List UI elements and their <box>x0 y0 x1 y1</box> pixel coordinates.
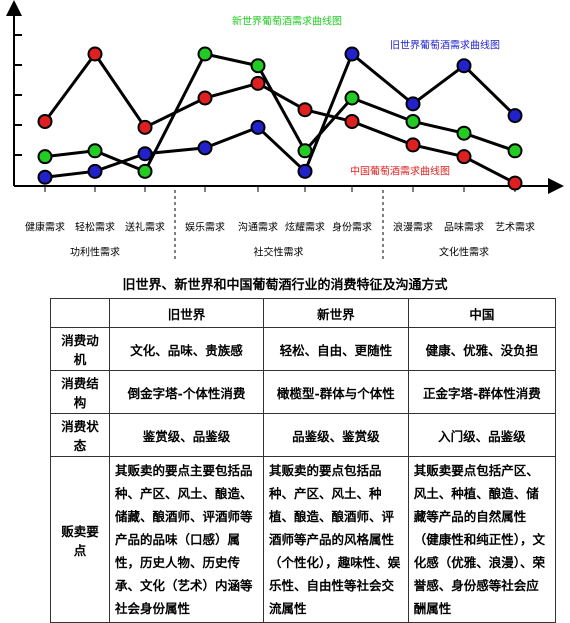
data-point <box>297 102 313 118</box>
data-point <box>507 108 523 124</box>
x-tick-label: 娱乐需求 <box>185 220 225 233</box>
data-point <box>37 113 53 129</box>
table-row: 消费结构 倒金字塔-个体性消费 橄榄型-群体与个体性 正金字塔-群体性消费 <box>50 370 557 414</box>
table-cell: 贩卖要点 <box>50 456 110 623</box>
series-label: 旧世界葡萄酒需求曲线图 <box>390 38 500 51</box>
data-point <box>37 169 53 185</box>
series-line <box>44 52 516 174</box>
data-point <box>87 143 103 159</box>
data-point <box>344 90 360 106</box>
data-point <box>297 163 313 179</box>
series-label: 新世界葡萄酒需求曲线图 <box>232 14 342 27</box>
table-cell: 其贩卖的要点包括品种、产区、风土、种植、酿造、酿酒师、评酒师等产品的风格属性（个… <box>263 456 409 623</box>
data-point <box>405 96 421 112</box>
data-point <box>37 149 53 165</box>
table-cell: 橄榄型-群体与个体性 <box>263 370 409 414</box>
table-title: 旧世界、新世界和中国葡萄酒行业的消费特征及沟通方式 <box>122 278 448 293</box>
data-point <box>344 113 360 129</box>
table: 旧世界 新世界 中国 消费动机 文化、品味、贵族感 轻松、自由、更随性 健康、优雅、没负担消… <box>50 298 557 623</box>
data-point <box>405 137 421 153</box>
data-point <box>456 58 472 74</box>
x-tick-label: 轻松需求 <box>75 220 115 233</box>
group-label: 功利性需求 <box>70 245 120 258</box>
table-row: 贩卖要点 其贩卖的要点主要包括品种、产区、风土、酿造、储藏、酿酒师、评酒师等产品的… <box>50 456 557 623</box>
x-tick-label: 炫耀需求 <box>285 220 325 233</box>
data-point <box>250 119 266 135</box>
x-tick-label: 品味需求 <box>444 221 484 233</box>
table-cell: 倒金字塔-个体性消费 <box>108 370 265 414</box>
table-row: 消费动机 文化、品味、贵族感 轻松、自由、更随性 健康、优雅、没负担 <box>50 327 557 371</box>
table-cell: 品鉴级、鉴赏级 <box>263 413 409 457</box>
data-point <box>137 163 153 179</box>
series-label: 中国葡萄酒需求曲线图 <box>350 164 450 177</box>
data-point <box>507 143 523 159</box>
table-cell: 消费状态 <box>50 413 110 457</box>
group-separators <box>174 190 384 262</box>
data-point <box>87 46 103 62</box>
data-point <box>87 163 103 179</box>
x-tick-label: 浪漫需求 <box>393 220 433 233</box>
data-point <box>405 113 421 129</box>
table-row: 消费状态 鉴赏级、品鉴级 品鉴级、鉴赏级 入门级、品鉴级 <box>50 413 557 457</box>
data-point <box>507 175 523 191</box>
data-point <box>197 140 213 156</box>
page: {"chart_data":{"type":"line", "categorie… <box>6 0 564 623</box>
data-point <box>197 46 213 62</box>
x-tick-label: 沟通需求 <box>238 220 278 233</box>
data-point <box>456 149 472 165</box>
table-cell: 消费动机 <box>50 327 110 371</box>
x-tick-label: 健康需求 <box>25 220 65 233</box>
data-point <box>137 119 153 135</box>
data-point <box>297 143 313 159</box>
chart: 健康需求 轻松需求 送礼需求 娱乐需求 沟通需求 炫耀需求 身份需求 浪漫需求 品味需求 艺术需求… <box>6 0 564 262</box>
table-cell: 文化、品味、贵族感 <box>108 327 265 371</box>
x-tick-label: 身份需求 <box>332 220 372 233</box>
table-cell: 入门级、品鉴级 <box>407 413 557 457</box>
data-point <box>250 58 266 74</box>
table-cell: 鉴赏级、品鉴级 <box>108 413 265 457</box>
data-point <box>250 75 266 91</box>
table-cell: 正金字塔-群体性消费 <box>407 370 557 414</box>
series-line <box>43 51 516 185</box>
table-cell: 健康、优雅、没负担 <box>407 327 557 371</box>
data-point <box>456 125 472 141</box>
x-tick-label: 送礼需求 <box>125 220 165 233</box>
series-line <box>44 51 517 179</box>
table-cell <box>50 298 110 328</box>
table-cell: 其贩卖的要点主要包括品种、产区、风土、酿造、储藏、酿酒师、评酒师等产品的品味（口… <box>108 456 265 623</box>
group-label: 社交性需求 <box>254 245 304 258</box>
table-cell: 轻松、自由、更随性 <box>263 327 409 371</box>
table-cell: 旧世界 <box>108 298 265 328</box>
data-point <box>197 90 213 106</box>
table-cell: 中国 <box>407 298 557 328</box>
table-cell: 消费结构 <box>50 370 110 414</box>
group-label: 文化性需求 <box>439 245 489 258</box>
data-point <box>344 46 360 62</box>
data-point <box>137 146 153 162</box>
table-row: 旧世界 新世界 中国 <box>50 298 557 328</box>
x-tick-label: 艺术需求 <box>495 221 535 233</box>
y-axis-ticks <box>14 34 22 156</box>
table-cell: 其贩卖要点包括产区、风土、种植、酿造、储藏等产品的自然属性（健康性和纯正性），文… <box>407 456 557 623</box>
table-cell: 新世界 <box>263 298 409 328</box>
